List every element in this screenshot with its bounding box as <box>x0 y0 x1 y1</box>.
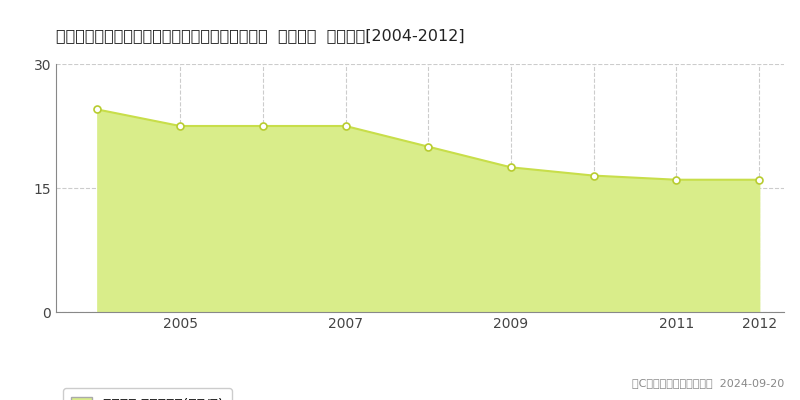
Legend: 公示地価 平均坪単価(万円/坪): 公示地価 平均坪単価(万円/坪) <box>63 388 232 400</box>
Text: 愛知県知多郡南知多町大字片名字新師崎１０番５  公示地価  地価推移[2004-2012]: 愛知県知多郡南知多町大字片名字新師崎１０番５ 公示地価 地価推移[2004-20… <box>56 28 465 43</box>
Text: （C）土地価格ドットコム  2024-09-20: （C）土地価格ドットコム 2024-09-20 <box>632 378 784 388</box>
